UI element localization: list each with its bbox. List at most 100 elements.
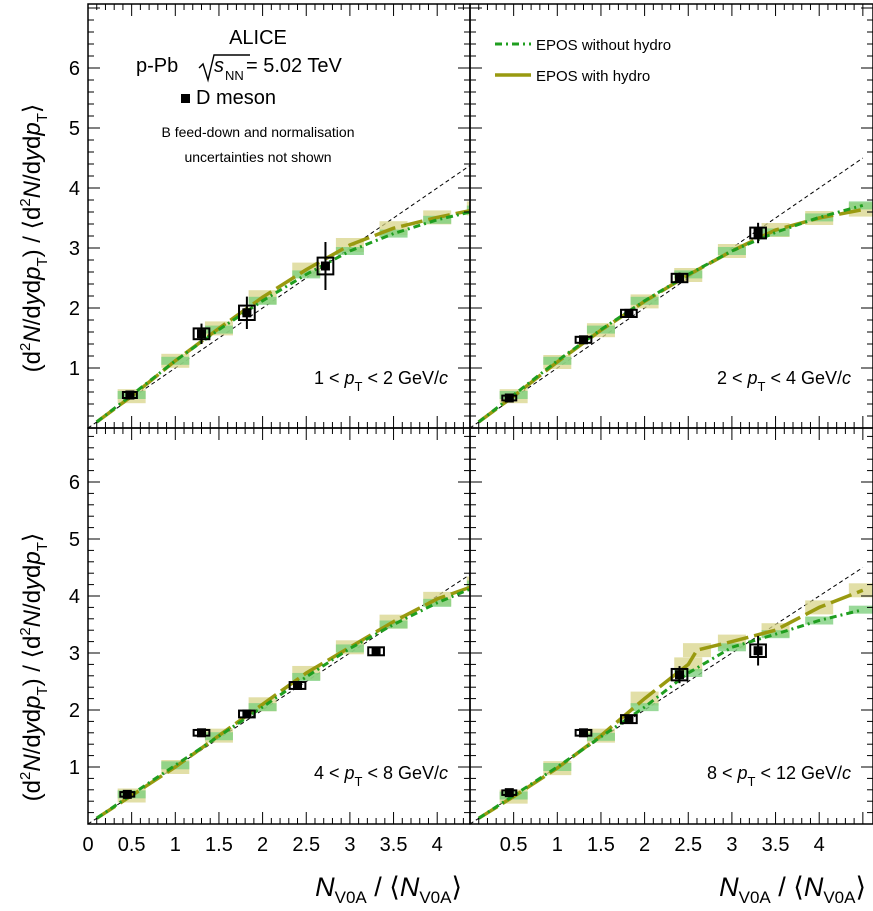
curve-epos-without-hydro <box>477 203 864 424</box>
system-label: p-Pb <box>136 55 178 77</box>
curve-epos-with-hydro <box>477 588 864 820</box>
panel-plot-area <box>88 164 470 428</box>
legend-label-hydro: EPOS with hydro <box>536 68 650 85</box>
data-point <box>504 393 514 403</box>
curve-epos-with-hydro <box>477 207 864 424</box>
x-tick-label: 2 <box>639 834 650 856</box>
panels-layer: 1 2 3 4 5 6 1 < pT < 2 GeV/c 2 < pT < 4 GeV/c 1 2… <box>69 3 873 856</box>
x-tick-label: 3.5 <box>762 834 790 856</box>
x-tick-label: 0.5 <box>118 834 146 856</box>
x-tick-label: 0.5 <box>500 834 528 856</box>
x-tick-label: 1.5 <box>587 834 615 856</box>
x-tick-label: 2.5 <box>674 834 702 856</box>
x-tick-label: 3.5 <box>380 834 408 856</box>
data-point <box>753 228 763 238</box>
pt-range-label: 1 < pT < 2 GeV/c <box>314 368 448 394</box>
x-tick-label: 3 <box>344 834 355 856</box>
y-tick-label: 2 <box>69 700 80 722</box>
sqrt-sign <box>198 54 250 83</box>
data-point <box>196 329 206 339</box>
y-tick-label: 4 <box>69 586 80 608</box>
panel-plot-area <box>470 567 873 824</box>
y-tick-label: 4 <box>69 178 80 200</box>
curve-epos-without-hydro <box>95 210 470 424</box>
band-epos-without-hydro <box>292 672 321 681</box>
panel-ticks <box>87 428 470 825</box>
band-epos-without-hydro <box>848 605 873 614</box>
x-tick-label: 2 <box>257 834 268 856</box>
panel-bottom-right: 0.5 1 1.5 2 2.5 3 3.5 4 8 < pT < 12 GeV/c <box>469 427 873 856</box>
reference-line <box>88 164 470 428</box>
data-syst-box <box>316 256 335 276</box>
y-tick-label: 1 <box>69 757 80 779</box>
x-axis-title-left: NV0A / ⟨NV0A⟩ <box>315 872 462 907</box>
x-tick-label: 0 <box>82 834 93 856</box>
energy-label: p-Pb s NN = 5.02 TeV <box>136 54 342 83</box>
y-tick-label: 3 <box>69 238 80 260</box>
band-epos-without-hydro <box>717 643 746 652</box>
x-tick-label: 4 <box>814 834 825 856</box>
data-point <box>371 646 381 656</box>
data-point <box>675 273 685 283</box>
data-point <box>675 670 685 680</box>
x-tick-label: 4 <box>432 834 443 856</box>
x-tick-label: 1 <box>552 834 563 856</box>
band-epos-without-hydro <box>379 229 408 238</box>
band-epos-with-hydro <box>466 201 470 216</box>
y-axis-title-bottom: (d2N/dydpT) / ⟨d2N/dydpT⟩ <box>17 533 51 802</box>
x-tick-label: 2.5 <box>292 834 320 856</box>
x-tick-label: 1 <box>170 834 181 856</box>
data-point <box>196 728 206 738</box>
x-tick-label: 1.5 <box>205 834 233 856</box>
band-epos-with-hydro <box>466 576 470 591</box>
data-point <box>624 308 634 318</box>
panel-top-right: 2 < pT < 4 GeV/c <box>469 3 873 429</box>
panel-bottom-left: 1 2 3 4 5 6 0 0.5 1 1.5 2 2.5 3 3.5 4 4 < pT < 8 GeV/c <box>69 427 471 856</box>
curve-epos-without-hydro <box>95 587 470 820</box>
energy-sub: NN <box>225 68 244 83</box>
panel-plot-area <box>470 157 873 428</box>
y-tick-label: 5 <box>69 118 80 140</box>
data-point <box>122 789 132 799</box>
data-point <box>578 335 588 345</box>
d-meson-legend-marker <box>181 94 190 103</box>
curve-epos-with-hydro <box>95 208 470 424</box>
y-tick-label: 6 <box>69 472 80 494</box>
legend: EPOS without hydro EPOS with hydro <box>495 37 671 85</box>
y-tick-label: 1 <box>69 358 80 380</box>
legend-label-no-hydro: EPOS without hydro <box>536 37 671 54</box>
panel-plot-area <box>88 573 470 824</box>
data-syst-box <box>192 327 211 341</box>
note-line-2: uncertainties not shown <box>184 149 331 165</box>
y-axis-title-top: (d2N/dydpT) / ⟨d2N/dydpT⟩ <box>17 104 51 373</box>
band-epos-without-hydro <box>379 620 408 629</box>
data-point <box>578 728 588 738</box>
reference-line <box>470 157 864 428</box>
experiment-label: ALICE <box>229 27 287 49</box>
data-point <box>624 714 634 724</box>
panel-ticks <box>469 428 873 825</box>
curve-epos-with-hydro <box>95 585 470 820</box>
band-epos-without-hydro <box>335 644 364 653</box>
energy-value: = 5.02 TeV <box>246 55 342 77</box>
y-tick-label: 6 <box>69 58 80 80</box>
y-tick-label: 2 <box>69 298 80 320</box>
data-point <box>125 390 135 400</box>
data-point <box>320 261 330 271</box>
pt-range-label: 4 < pT < 8 GeV/c <box>314 763 448 789</box>
pt-range-label: 2 < pT < 4 GeV/c <box>717 368 851 394</box>
data-point <box>504 788 514 798</box>
data-syst-box <box>238 304 256 322</box>
d-meson-legend-label: D meson <box>196 87 276 109</box>
data-syst-box <box>670 667 689 682</box>
data-point <box>242 308 252 318</box>
band-epos-without-hydro <box>761 228 790 237</box>
band-epos-without-hydro <box>423 215 452 224</box>
panel-top-left: 1 2 3 4 5 6 1 < pT < 2 GeV/c <box>69 3 471 429</box>
band-epos-with-hydro <box>682 643 711 658</box>
note-line-1: B feed-down and normalisation <box>161 124 354 140</box>
pt-range-label: 8 < pT < 12 GeV/c <box>707 763 851 789</box>
data-point <box>293 680 303 690</box>
panel-frame <box>469 427 873 825</box>
